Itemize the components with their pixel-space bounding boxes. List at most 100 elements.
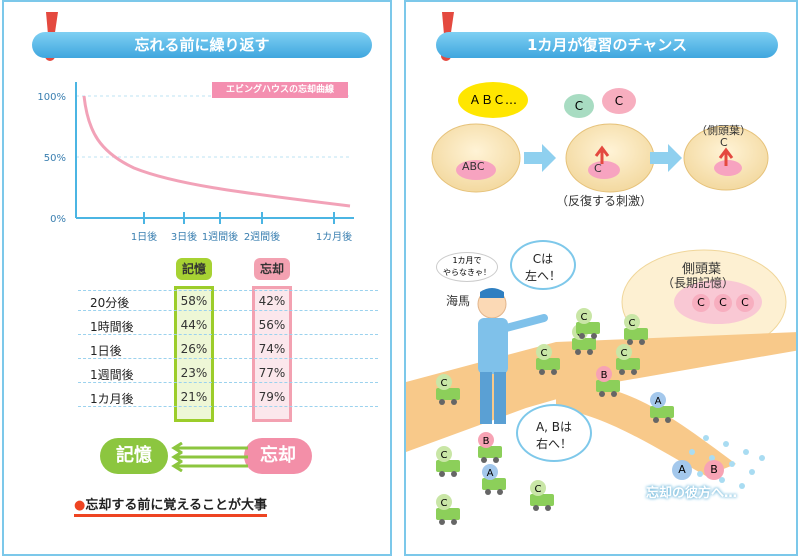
truck-label: C [441,498,448,509]
x-tick-label: 3日後 [171,230,197,243]
brain-sequence-illustration [431,123,769,193]
go-right-speech-bubble: A, Bは 右へ！ [516,404,592,462]
road-scene-illustration: C C C C C B A C B A C C C [406,249,796,525]
brain-2-hippocampus [588,161,620,179]
small-speech-bubble: 1カ月で やらなきゃ！ [436,252,498,282]
memory-column-box [174,286,214,422]
x-tick-label: 1カ月後 [316,230,352,243]
y-tick-label: 50% [44,153,66,164]
x-tick-label: 1週間後 [202,230,238,243]
forget-column-box [252,286,292,422]
oblivion-label: 忘却の彼方へ… [646,486,738,501]
abc-speech-bubble: ＡＢＣ… [458,82,528,118]
forgetting-curve-line [82,95,351,208]
temporal-lobe-subtitle: （長期記憶） [662,276,735,290]
table-divider [78,358,378,359]
conclusion-text: ●忘却する前に覚えることが大事 [74,494,267,517]
brain-1-label: ABC [462,160,485,173]
x-tick-label: 1日後 [131,230,157,243]
memory-value: 23% [180,366,208,380]
memory-value: 26% [180,342,208,356]
table-divider [78,310,378,311]
truck: C [624,314,648,345]
forget-bubble: 忘却 [244,438,312,474]
up-arrow-icon [594,145,610,164]
truck: C [436,446,460,477]
memory-value: 21% [180,390,208,404]
forget-value: 42% [258,294,286,308]
brain-3-label: C [720,136,728,149]
temporal-lobe-item: C [736,294,754,312]
right-panel: 1カ月が復習のチャンス ＡＢＣ… ABC C C C （側頭葉） C （反復する… [404,0,798,556]
truck-label: C [621,348,628,359]
table-row-label: 1時間後 [90,320,134,334]
brain-1 [431,123,521,193]
truck-label: A [487,468,494,479]
go-left-line1: Cは [532,252,554,266]
truck: C [436,374,460,405]
truck-label: C [535,484,542,495]
brain-1-hippocampus [456,160,496,180]
forget-value: 56% [258,318,286,332]
conclusion-label: 忘却する前に覚えることが大事 [85,498,267,513]
c-speech-bubble-green: C [564,94,594,118]
truck: C [616,344,640,375]
memory-value: 58% [180,294,208,308]
table-row-label: 20分後 [90,296,130,310]
temporal-lobe-title: 側頭葉 [682,262,722,277]
truck-label: C [629,318,636,329]
table-divider [78,334,378,335]
truck: B [596,366,620,397]
truck-label: B [483,436,490,447]
memory-column-header: 記憶 [176,258,212,280]
forgetting-curve-chart: 100% 50% 0% 1日後 3日後 1週間後 2週間後 1カ月後 [37,82,354,243]
truck-label: C [441,378,448,389]
stimulus-caption: （反復する刺激） [556,194,653,208]
panel-title: 1カ月が復習のチャンス [436,32,778,58]
memory-bubble: 記憶 [100,438,168,474]
brain-2 [565,123,655,193]
oblivion-dots [679,435,765,489]
truck-group: C C C C C B A C B A C C C [436,308,674,525]
chart-title-label: エビングハウスの忘却曲線 [212,82,348,98]
truck: B [478,432,502,463]
up-arrow-icon [718,147,734,166]
go-right-line1: A, Bは [535,420,573,434]
right-arrow-icon [524,144,556,172]
memory-value: 44% [180,318,208,332]
bullet-icon: ● [74,498,86,513]
table-row-label: 1カ月後 [90,392,134,406]
right-arrow-icon [650,144,682,172]
go-left-line2: 左へ！ [524,269,561,283]
truck-label: C [541,348,548,359]
truck: A [482,464,506,495]
truck-label: C [581,312,588,323]
go-right-line2: 右へ！ [535,437,572,451]
temporal-lobe-caption: （側頭葉） [696,124,751,137]
forget-value: 74% [258,342,286,356]
table-row-label: 1週間後 [90,368,134,382]
oblivion-item: B [704,460,724,480]
c-speech-bubble-pink: C [602,88,636,114]
y-tick-label: 100% [37,92,66,103]
table-divider [78,290,378,291]
table-row-label: 1日後 [90,344,122,358]
temporal-lobe-item: C [714,294,732,312]
truck: C [536,344,560,375]
temporal-lobe-item: C [692,294,710,312]
truck-label: C [441,450,448,461]
table-divider [78,406,378,407]
truck-label: A [655,396,662,407]
x-tick-label: 2週間後 [244,230,280,243]
table-divider [78,382,378,383]
truck: C [576,308,600,339]
brain-3-hippocampus [714,160,742,176]
oblivion-item: A [672,460,692,480]
truck-label: B [601,370,608,381]
left-panel: 忘れる前に繰り返す 100% 50% 0% 1日後 3日後 1週間後 2週間後 1カ月後… [2,0,392,556]
go-left-speech-bubble: Cは 左へ！ [510,240,576,290]
truck: C [436,494,460,525]
forget-value: 79% [258,390,286,404]
panel-title: 忘れる前に繰り返す [32,32,372,58]
forget-value: 77% [258,366,286,380]
